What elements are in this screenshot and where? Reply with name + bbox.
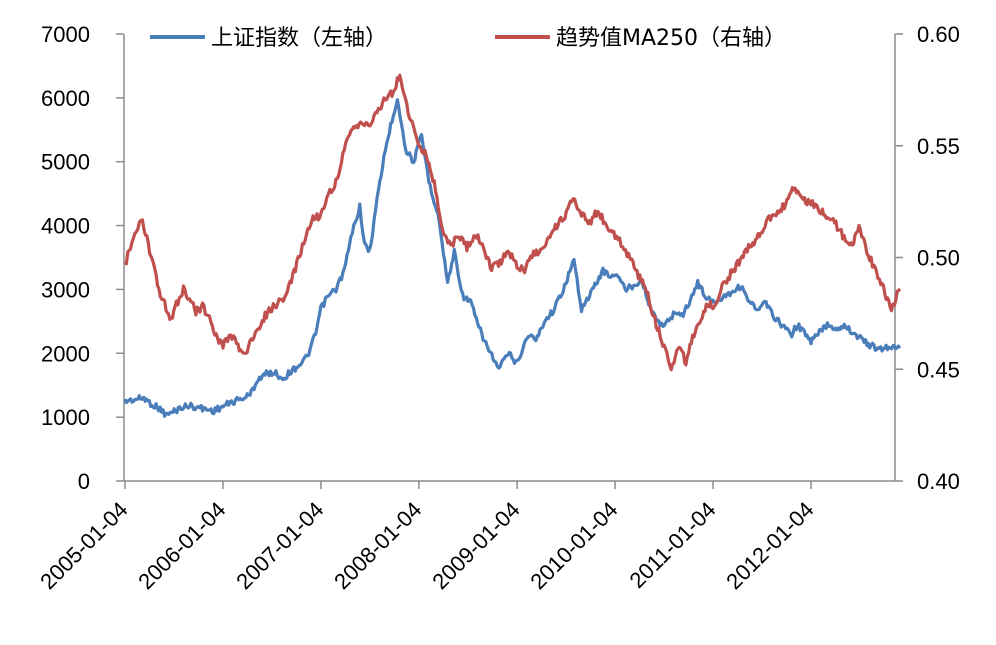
x-tick-label: 2006-01-04 [133, 497, 230, 594]
x-tick-label: 2010-01-04 [525, 497, 622, 594]
y-left-tick-label: 2000 [41, 341, 90, 366]
y-right-tick-label: 0.55 [917, 134, 960, 159]
y-right-tick-label: 0.60 [917, 22, 960, 47]
y-left-tick-label: 6000 [41, 86, 90, 111]
series-line-ma250 [123, 73, 902, 372]
y-left-tick-label: 7000 [41, 22, 90, 47]
y-left-tick-label: 1000 [41, 405, 90, 430]
y-left-tick-label: 3000 [41, 277, 90, 302]
y-right-tick-label: 0.50 [917, 246, 960, 271]
y-left-tick-label: 5000 [41, 150, 90, 175]
x-tick-label: 2005-01-04 [35, 497, 132, 594]
legend-label-shanghai-index: 上证指数（左轴） [211, 26, 387, 51]
x-tick-label: 2012-01-04 [721, 497, 818, 594]
legend: 上证指数（左轴） 趋势值MA250（右轴） [150, 26, 786, 51]
x-tick-label: 2008-01-04 [329, 497, 426, 594]
x-tick-label: 2007-01-04 [231, 497, 328, 594]
y-right-tick-label: 0.45 [917, 357, 960, 382]
y-left-tick-label: 0 [78, 469, 90, 494]
y-left-tick-label: 4000 [41, 214, 90, 239]
series-layer [123, 73, 902, 418]
legend-label-ma250: 趋势值MA250（右轴） [556, 26, 786, 51]
series-line-shanghai-index [123, 98, 902, 418]
x-tick-label: 2011-01-04 [624, 497, 720, 593]
x-tick-label: 2009-01-04 [427, 497, 524, 594]
y-right-tick-label: 0.40 [917, 469, 960, 494]
